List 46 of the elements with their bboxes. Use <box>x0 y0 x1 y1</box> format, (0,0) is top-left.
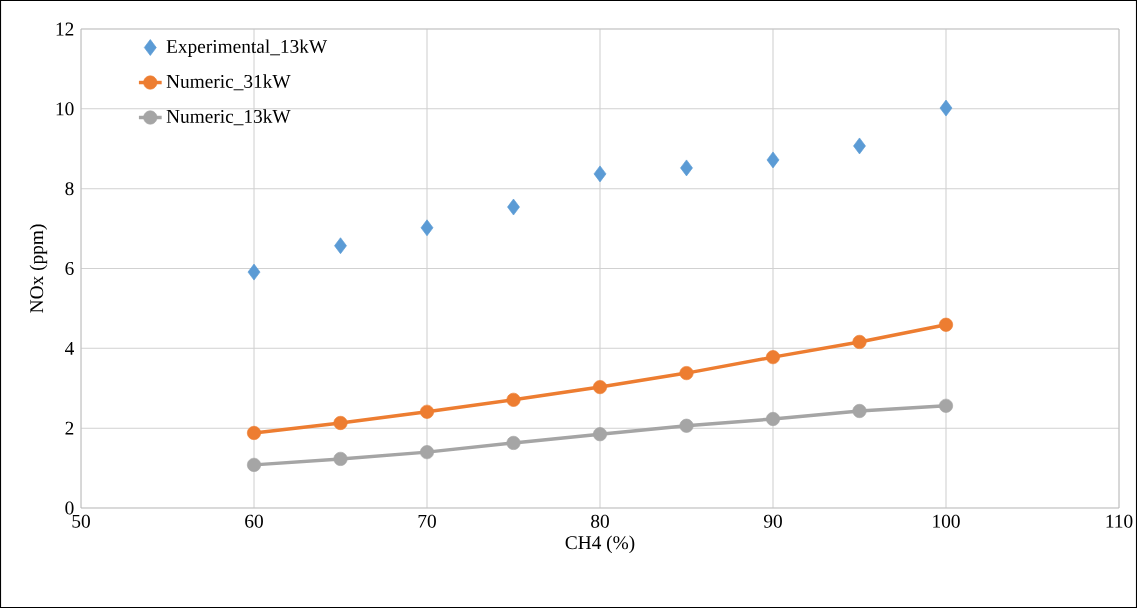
y-tick-label: 2 <box>65 421 74 435</box>
point <box>333 415 348 430</box>
point <box>679 418 694 433</box>
point <box>765 350 781 365</box>
point <box>247 457 262 472</box>
x-axis-title: CH4 (%) <box>565 535 635 554</box>
point <box>853 137 866 155</box>
point <box>420 404 435 419</box>
point <box>679 366 694 381</box>
point <box>247 263 261 281</box>
point <box>593 427 608 442</box>
point <box>506 392 521 407</box>
point <box>247 425 262 440</box>
y-tick-label: 0 <box>65 501 74 515</box>
legend-label: Numeric_31kW <box>166 74 291 91</box>
x-tick-label: 80 <box>591 514 609 528</box>
point <box>507 198 520 216</box>
point <box>506 435 521 450</box>
legend-label: Experimental_13kW <box>166 39 328 57</box>
point <box>852 334 867 349</box>
point <box>420 219 434 237</box>
point <box>938 398 954 413</box>
point <box>765 411 781 426</box>
point <box>938 317 954 332</box>
x-tick-label: 100 <box>933 514 960 528</box>
point <box>766 151 780 169</box>
point <box>852 404 867 419</box>
y-tick-label: 8 <box>65 182 74 196</box>
x-tick-label: 110 <box>1106 514 1133 528</box>
y-tick-label: 6 <box>65 262 74 275</box>
point <box>334 237 347 255</box>
x-tick-label: 90 <box>763 514 782 528</box>
x-tick-label: 50 <box>72 514 90 528</box>
x-tick-label: 60 <box>245 514 263 528</box>
y-tick-label: 4 <box>65 341 74 355</box>
point <box>593 380 608 395</box>
y-axis-title: NOx (ppm) <box>29 224 48 313</box>
point <box>939 99 953 117</box>
y-tick-label: 10 <box>56 102 74 116</box>
x-tick-label: 70 <box>418 514 436 528</box>
point <box>420 445 435 460</box>
legend-label: Numeric_13kW <box>166 109 291 126</box>
y-tick-label: 12 <box>56 22 74 36</box>
point <box>680 159 693 177</box>
point <box>593 165 607 183</box>
point <box>333 451 348 466</box>
